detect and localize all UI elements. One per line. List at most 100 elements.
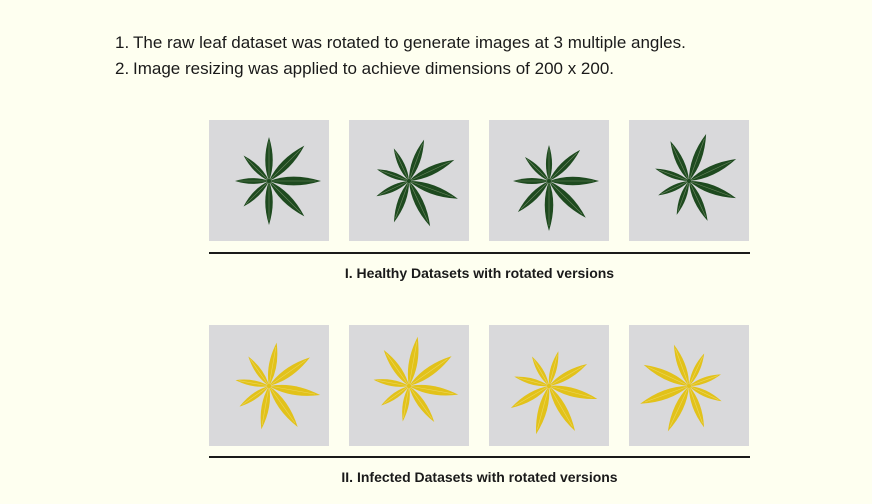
infected-image-row xyxy=(209,325,750,447)
leaf-vein xyxy=(261,385,270,426)
leaf-vein xyxy=(517,377,550,387)
leaf-lobe xyxy=(688,134,707,181)
leaf-lobe xyxy=(377,169,409,182)
healthy-leaf-image xyxy=(629,120,749,241)
leaf-lobe xyxy=(532,356,549,386)
leaf-vein xyxy=(268,385,296,424)
leaf-lobe xyxy=(549,149,581,181)
leaf-center xyxy=(407,384,411,388)
leaf-lobe xyxy=(409,384,459,396)
leaf-lobe xyxy=(407,336,419,386)
leaf-lobe xyxy=(655,168,689,182)
leaf-vein xyxy=(677,180,690,212)
leaf-vein xyxy=(688,356,703,387)
leaf-vein xyxy=(548,365,584,387)
leaf-vein xyxy=(268,385,316,395)
step-number: 2. xyxy=(115,59,130,78)
leaf-lobe xyxy=(658,181,689,196)
leaf-lobe xyxy=(393,148,409,181)
healthy-leaf-image xyxy=(489,120,609,241)
leaf-lobe xyxy=(373,379,409,387)
leaf-illustration xyxy=(235,342,321,430)
leaf-vein xyxy=(688,375,718,387)
leaf-vein xyxy=(245,157,270,182)
divider-line xyxy=(209,252,750,254)
leaf-lobe xyxy=(536,386,550,435)
leaf-center xyxy=(547,384,551,388)
leaf-vein xyxy=(675,348,690,387)
infected-leaf-image xyxy=(629,325,749,446)
leaf-vein xyxy=(688,385,703,424)
leaf-vein xyxy=(408,341,418,387)
healthy-leaf-image xyxy=(209,120,329,241)
leaf-lobe xyxy=(510,386,549,408)
leaf-lobe xyxy=(243,155,269,181)
leaf-lobe xyxy=(544,181,554,231)
leaf-vein xyxy=(548,385,593,398)
leaf-lobe xyxy=(265,137,273,181)
leaf-illustration xyxy=(513,145,599,231)
leaf-lobe xyxy=(376,181,409,197)
leaf-illustration xyxy=(640,344,722,432)
leaf-vein xyxy=(268,346,277,387)
leaf-center xyxy=(267,384,271,388)
leaf-vein xyxy=(380,170,410,182)
leaf-vein xyxy=(661,180,690,195)
leaf-lobe xyxy=(513,177,549,185)
leaf-vein xyxy=(242,385,270,405)
leaf-lobe xyxy=(409,386,435,423)
leaf-vein xyxy=(548,180,583,215)
leaf-lobe xyxy=(235,178,269,184)
leaf-lobe xyxy=(689,180,736,199)
leaf-vein xyxy=(520,180,550,210)
leaf-center xyxy=(267,179,271,183)
leaf-center xyxy=(687,384,691,388)
leaf-lobe xyxy=(235,379,269,387)
infected-caption: II. Infected Datasets with rotated versi… xyxy=(341,469,618,485)
healthy-image-row xyxy=(209,120,750,242)
leaf-lobe xyxy=(549,386,575,432)
leaf-vein xyxy=(238,380,270,387)
leaf-vein xyxy=(514,385,550,407)
divider-line xyxy=(209,456,750,458)
leaf-lobe xyxy=(269,176,321,186)
leaf-lobe xyxy=(643,364,689,386)
leaf-lobe xyxy=(265,181,273,225)
leaf-illustration xyxy=(373,336,459,423)
leaf-vein xyxy=(688,138,705,182)
leaf-vein xyxy=(688,180,707,218)
leaf-vein xyxy=(250,359,270,387)
leaf-vein xyxy=(671,144,690,182)
leaf-lobe xyxy=(667,386,689,432)
leaf-lobe xyxy=(381,386,409,406)
leaf-vein xyxy=(268,148,302,182)
healthy-leaf-image xyxy=(349,120,469,241)
leaf-lobe xyxy=(409,181,431,227)
leaf-lobe xyxy=(239,386,269,407)
leaf-vein xyxy=(408,180,454,198)
leaf-lobe xyxy=(269,145,305,181)
leaf-lobe xyxy=(269,384,321,396)
leaf-vein xyxy=(408,161,450,182)
leaf-lobe xyxy=(688,386,705,428)
leaf-vein xyxy=(527,159,550,182)
leaf-vein xyxy=(688,385,719,400)
leaf-lobe xyxy=(383,349,409,386)
leaf-vein xyxy=(408,385,432,419)
leaf-lobe xyxy=(409,159,455,181)
step-text: Image resizing was applied to achieve di… xyxy=(133,59,615,78)
leaf-lobe xyxy=(243,181,269,207)
leaf-lobe xyxy=(549,385,598,399)
leaf-lobe xyxy=(269,386,298,427)
infected-leaf-image xyxy=(489,325,609,446)
leaf-vein xyxy=(386,353,410,387)
leaf-vein xyxy=(408,385,454,395)
leaf-lobe xyxy=(524,156,549,181)
leaf-vein xyxy=(688,180,732,197)
leaf-lobe xyxy=(640,385,689,404)
leaf-lobe xyxy=(269,181,305,217)
step-number: 1. xyxy=(115,33,130,52)
leaf-vein xyxy=(688,160,732,182)
leaf-lobe xyxy=(545,145,553,181)
leaf-illustration xyxy=(510,351,598,435)
